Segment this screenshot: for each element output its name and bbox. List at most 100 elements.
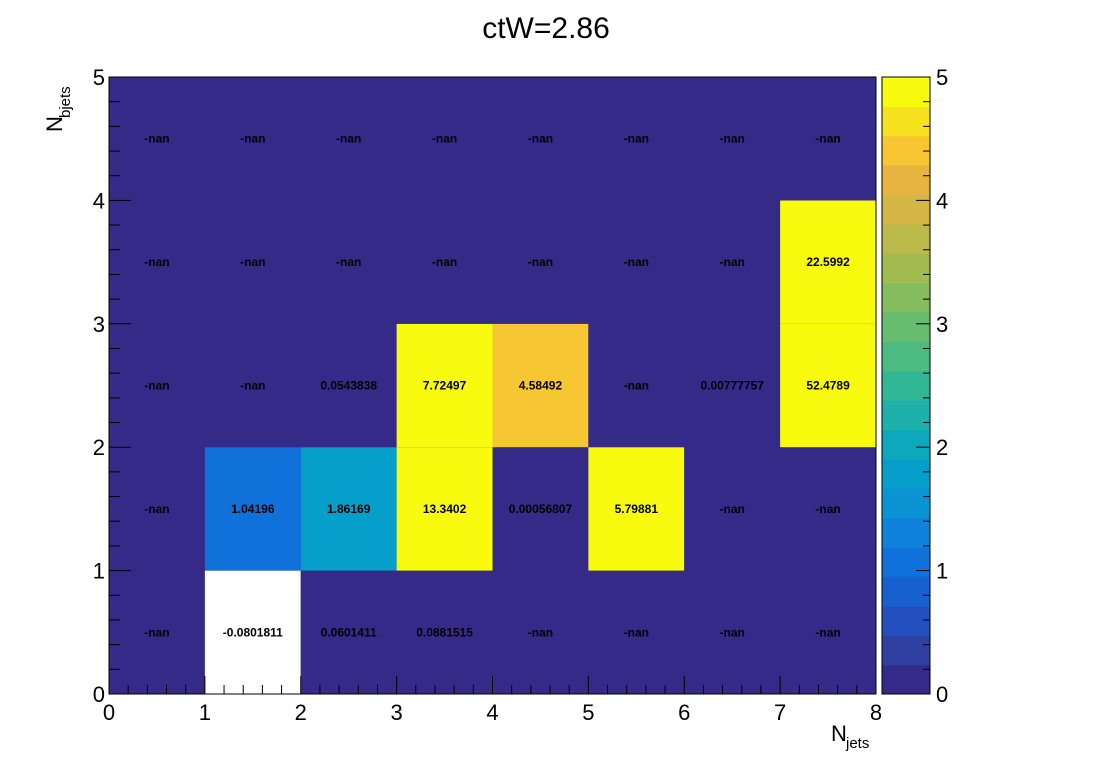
cell-value-label: 5.79881 xyxy=(615,502,659,516)
cell-value-label: -nan xyxy=(144,255,169,269)
cell-labels-layer: -nan -0.0801811 0.0601411 0.0881515 -nan -nan… xyxy=(144,132,850,640)
cell-value-label: 13.3402 xyxy=(423,502,467,516)
x-tick-label: 2 xyxy=(295,700,307,725)
cell-value-label: -nan xyxy=(528,255,553,269)
cell-value-label: -nan xyxy=(624,625,649,639)
heatmap-cell xyxy=(109,77,205,201)
colorbar-swatch xyxy=(882,135,930,166)
x-tick-label: 7 xyxy=(774,700,786,725)
heatmap-cell xyxy=(300,323,397,448)
heatmap-cell xyxy=(396,200,493,324)
cell-value-label: -nan xyxy=(144,379,169,393)
heatmap-cell xyxy=(684,200,781,324)
heatmap-cell xyxy=(109,200,205,324)
heatmap-cell xyxy=(588,77,685,201)
cell-value-label: -nan xyxy=(144,625,169,639)
colorbar-tick-label: 3 xyxy=(936,312,948,337)
cell-value-label: -nan xyxy=(720,132,745,146)
heatmap-cell xyxy=(492,323,589,448)
colorbar-swatch xyxy=(882,517,930,548)
colorbar-swatch xyxy=(882,223,930,254)
heatmap-cell xyxy=(204,200,301,324)
x-tick-label: 0 xyxy=(103,700,115,725)
cell-value-label: -nan xyxy=(624,255,649,269)
cell-value-label: 0.00056807 xyxy=(509,502,573,516)
colorbar-swatch xyxy=(882,400,930,431)
cells-layer xyxy=(109,77,876,694)
y-tick-label: 2 xyxy=(93,435,105,460)
x-tick-label: 3 xyxy=(391,700,403,725)
heatmap-cell xyxy=(780,77,876,201)
heatmap-cell xyxy=(684,447,781,571)
colorbar-tick-label: 1 xyxy=(936,559,948,584)
cell-value-label: -nan xyxy=(815,502,840,516)
heatmap-cell xyxy=(109,447,205,571)
colorbar-swatch xyxy=(882,488,930,519)
heatmap-cell xyxy=(300,200,397,324)
cell-value-label: 1.04196 xyxy=(231,502,275,516)
heatmap-cell xyxy=(300,447,397,571)
heatmap-cell xyxy=(204,77,301,201)
cell-value-label: 0.0543838 xyxy=(320,379,377,393)
cell-value-label: -nan xyxy=(432,255,457,269)
cell-value-label: 7.72497 xyxy=(423,379,467,393)
cell-value-label: -nan xyxy=(240,255,265,269)
cell-value-label: -nan xyxy=(240,379,265,393)
colorbar-tick-label: 2 xyxy=(936,435,948,460)
x-axis-title: N jets xyxy=(831,721,869,752)
y-tick-label: 4 xyxy=(93,188,105,213)
cell-value-label: -nan xyxy=(144,502,169,516)
colorbar-swatch xyxy=(882,312,930,342)
y-tick-label: 1 xyxy=(93,559,105,584)
heatmap-cell xyxy=(780,323,876,448)
heatmap-cell xyxy=(780,570,876,694)
x-axis-title-main: N xyxy=(831,721,847,746)
y-tick-label: 0 xyxy=(93,682,105,707)
colorbar-swatch xyxy=(882,282,930,313)
heatmap-cell xyxy=(780,200,876,324)
heatmap-cell xyxy=(588,200,685,324)
colorbar-swatch xyxy=(882,576,930,607)
cell-value-label: -nan xyxy=(528,132,553,146)
colorbar-swatch xyxy=(882,165,930,196)
x-tick-label: 8 xyxy=(870,700,882,725)
heatmap-cell xyxy=(684,570,781,694)
x-tick-label: 6 xyxy=(678,700,690,725)
colorbar-swatch xyxy=(882,253,930,284)
cell-value-label: -nan xyxy=(336,255,361,269)
colorbar-swatch xyxy=(882,635,930,666)
cell-value-label: 0.0601411 xyxy=(321,625,377,639)
colorbar-swatch xyxy=(882,429,930,460)
y-axis-title-main: N xyxy=(42,116,67,132)
cell-value-label: -nan xyxy=(815,132,840,146)
heatmap-cell xyxy=(204,447,301,571)
cell-value-label: -nan xyxy=(720,502,745,516)
cell-value-label: -nan xyxy=(336,132,361,146)
cell-value-label: -nan xyxy=(624,379,649,393)
y-tick-label: 3 xyxy=(93,312,105,337)
colorbar-swatch xyxy=(882,77,930,107)
heatmap-cell xyxy=(492,447,589,571)
heatmap-cell xyxy=(204,570,301,694)
cell-value-label: -nan xyxy=(624,132,649,146)
colorbar-tick-label: 5 xyxy=(936,65,948,90)
colorbar-swatch xyxy=(882,547,930,577)
heatmap-cell xyxy=(588,570,685,694)
heatmap-cell xyxy=(492,200,589,324)
chart-title: ctW=2.86 xyxy=(482,12,610,45)
heatmap-cell xyxy=(684,77,781,201)
cell-value-label: -nan xyxy=(720,625,745,639)
colorbar-border xyxy=(881,76,931,695)
heatmap-cell xyxy=(396,77,493,201)
x-tick-label: 4 xyxy=(486,700,498,725)
cell-value-label: 4.58492 xyxy=(519,379,563,393)
colorbar-tick-label: 0 xyxy=(936,682,948,707)
cell-value-label: -nan xyxy=(815,625,840,639)
heatmap-cell xyxy=(300,77,397,201)
y-axis-title: N bjets xyxy=(42,86,74,132)
colorbar: 0 1 2 3 4 5 xyxy=(881,65,948,707)
colorbar-swatch xyxy=(882,664,930,695)
heatmap-cell xyxy=(204,323,301,448)
cell-value-label: 0.00777757 xyxy=(700,379,764,393)
